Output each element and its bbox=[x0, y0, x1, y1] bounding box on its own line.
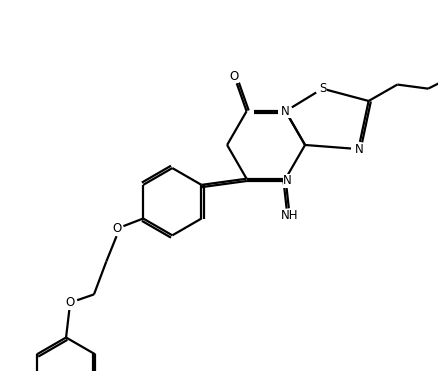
Text: O: O bbox=[230, 70, 239, 83]
Text: O: O bbox=[112, 222, 121, 235]
Text: N: N bbox=[281, 105, 290, 118]
Text: S: S bbox=[319, 82, 326, 95]
Text: NH: NH bbox=[281, 209, 298, 222]
Text: N: N bbox=[355, 143, 363, 156]
Text: N: N bbox=[283, 174, 292, 187]
Text: O: O bbox=[66, 296, 75, 309]
